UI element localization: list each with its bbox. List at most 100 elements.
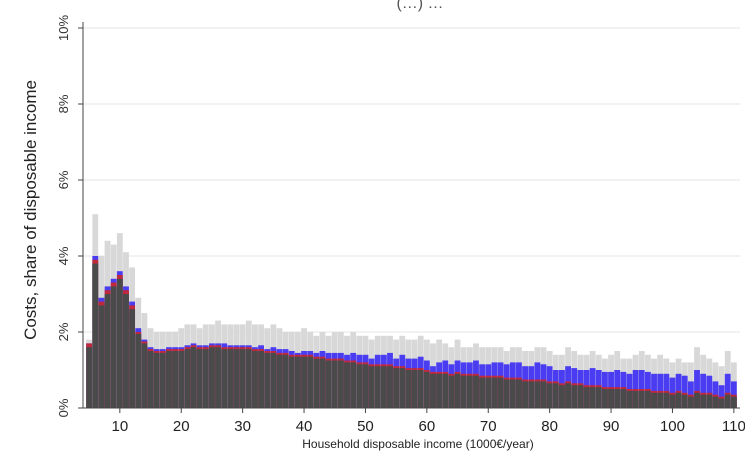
bar (209, 347, 215, 408)
y-axis-title: Costs, share of disposable income (21, 80, 40, 340)
bar (706, 375, 713, 408)
bar (245, 349, 252, 408)
bar (589, 387, 596, 408)
bar (552, 383, 559, 408)
bar (331, 360, 338, 408)
x-tick-label: 40 (296, 418, 313, 435)
bar (509, 379, 516, 408)
bar (644, 390, 651, 408)
x-tick-label: 20 (173, 418, 190, 435)
bar (522, 381, 529, 408)
bar (393, 368, 400, 408)
bar (687, 396, 694, 408)
bar (301, 356, 307, 408)
bar (221, 349, 228, 408)
bar (601, 389, 608, 408)
bar (123, 294, 129, 408)
bar (423, 371, 430, 408)
bar (252, 351, 258, 408)
bar (454, 373, 461, 408)
x-tick-label: 50 (357, 418, 374, 435)
bar (344, 362, 350, 408)
bar (227, 349, 234, 408)
bar (405, 370, 412, 408)
bar (497, 377, 504, 408)
bar (356, 364, 363, 408)
bar (184, 349, 191, 408)
bar (313, 358, 320, 408)
bar (374, 366, 381, 408)
bar (98, 305, 105, 408)
bar (288, 356, 295, 408)
bar (663, 392, 670, 408)
x-tick-label: 10 (111, 418, 128, 435)
bar (258, 351, 264, 408)
bar (614, 389, 621, 408)
x-tick-label: 70 (480, 418, 497, 435)
bar (608, 389, 614, 408)
bar (657, 392, 664, 408)
bar (473, 375, 479, 408)
bar (350, 362, 357, 408)
bar (399, 368, 406, 408)
bar (276, 354, 283, 408)
y-tick-label: 4% (56, 246, 71, 265)
bar (337, 360, 344, 408)
bar (718, 398, 725, 408)
x-axis-title: Household disposable income (1000€/year) (302, 437, 533, 451)
bar (620, 389, 627, 408)
bar (86, 347, 93, 408)
x-tick-label: 110 (722, 418, 745, 435)
bar (559, 385, 565, 408)
bar (362, 364, 369, 408)
bar (700, 394, 707, 408)
bar (141, 343, 148, 408)
bar (294, 356, 301, 408)
bar (681, 375, 688, 408)
bar (571, 385, 578, 408)
bar (565, 383, 571, 408)
bar (516, 379, 522, 408)
bar (436, 373, 443, 408)
bar (368, 366, 375, 408)
bar (166, 351, 172, 408)
bar (534, 381, 541, 408)
gridlines (83, 27, 740, 333)
bar (724, 394, 731, 408)
y-tick-label: 2% (56, 322, 71, 341)
bar (485, 377, 492, 408)
bar (712, 396, 719, 408)
y-tick-label: 8% (56, 94, 71, 113)
bar (430, 373, 436, 408)
axes (82, 22, 740, 409)
bar (135, 333, 142, 408)
x-tick-label: 30 (234, 418, 251, 435)
bar (202, 349, 209, 408)
bar (417, 370, 424, 408)
chart-title: (…) … (396, 0, 443, 12)
bar (724, 373, 731, 408)
bar (172, 351, 179, 408)
x-tick-label: 80 (541, 418, 558, 435)
bar (479, 377, 486, 408)
bar (159, 352, 166, 408)
bar (466, 375, 473, 408)
bar (190, 347, 197, 408)
bars (86, 214, 737, 408)
bar (706, 394, 713, 408)
bar (325, 360, 332, 408)
bar (380, 366, 387, 408)
bar (632, 390, 639, 408)
bar (411, 370, 418, 408)
bar (116, 278, 123, 408)
bar (583, 387, 590, 408)
bar (460, 375, 467, 408)
x-tick-label: 60 (419, 418, 436, 435)
bar (700, 373, 707, 408)
bar (307, 356, 314, 408)
bar (694, 392, 700, 408)
bar (215, 347, 222, 408)
bar (282, 354, 289, 408)
bar (730, 396, 737, 408)
